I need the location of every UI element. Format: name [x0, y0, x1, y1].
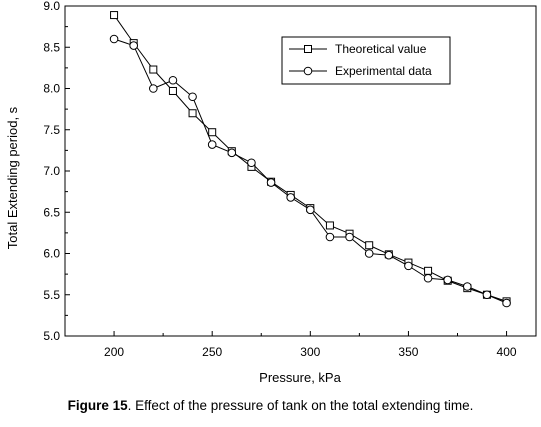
circle-point: [149, 84, 158, 93]
square-point: [365, 241, 374, 250]
y-tick-label: 5.5: [43, 288, 60, 302]
x-tick-label: 200: [104, 345, 124, 359]
y-tick-label: 5.0: [43, 329, 60, 343]
y-tick-label: 6.5: [43, 205, 60, 219]
circle-point: [443, 275, 452, 285]
circle-point: [502, 298, 511, 308]
legend-square-marker: [304, 45, 312, 53]
circle-point: [129, 41, 138, 50]
circle-point: [423, 273, 433, 283]
circle-point: [482, 290, 492, 300]
square-point: [424, 266, 433, 275]
legend-label: Experimental data: [335, 64, 432, 78]
circle-point: [207, 140, 217, 149]
circle-point: [364, 249, 374, 258]
caption-text: . Effect of the pressure of tank on the …: [127, 398, 474, 413]
square-point: [188, 109, 197, 118]
square-point: [325, 221, 334, 230]
y-tick-label: 8.0: [43, 82, 60, 96]
circle-point: [325, 232, 335, 242]
legend: Theoretical value Experimental data: [281, 36, 451, 85]
square-point: [168, 86, 177, 95]
circle-point: [247, 158, 256, 168]
legend-circle-marker: [303, 66, 313, 76]
figure-caption: Figure 15. Effect of the pressure of tan…: [0, 398, 541, 413]
square-point: [149, 65, 158, 74]
x-tick-label: 250: [202, 345, 222, 359]
x-tick-label: 300: [300, 345, 320, 359]
square-point: [208, 128, 217, 137]
circle-point: [227, 148, 237, 158]
x-tick-label: 350: [398, 345, 418, 359]
circle-point: [345, 232, 354, 242]
circle-point: [404, 261, 413, 271]
series-layer: [109, 11, 511, 308]
circle-point: [463, 282, 472, 291]
y-tick-label: 6.0: [43, 247, 60, 261]
circle-point: [109, 34, 119, 44]
y-tick-label: 7.5: [43, 123, 60, 137]
y-axis-ticks: 5.0 5.5 6.0 6.5 7.0 7.5 8.0 8.5 9.0: [43, 0, 70, 343]
y-axis-title: Total Extending period, s: [5, 106, 20, 249]
y-tick-label: 9.0: [43, 0, 60, 13]
y-tick-label: 7.0: [43, 164, 60, 178]
circle-point: [266, 178, 276, 187]
x-tick-label: 400: [497, 345, 517, 359]
circle-point: [188, 92, 197, 102]
square-point: [110, 11, 119, 20]
x-axis-title: Pressure, kPa: [259, 370, 341, 385]
series-2: [109, 34, 511, 308]
circle-point: [286, 193, 295, 202]
circle-point: [306, 205, 315, 215]
caption-label: Figure 15: [67, 398, 128, 413]
circle-point: [384, 250, 394, 260]
circle-point: [168, 75, 178, 85]
line-chart: 5.0 5.5 6.0 6.5 7.0 7.5 8.0 8.5 9.0 200 250 300 350…: [5, 0, 537, 385]
y-tick-label: 8.5: [43, 40, 60, 54]
x-axis-ticks: 200 250 300 350 400: [104, 331, 517, 359]
legend-box: [281, 36, 451, 85]
legend-label: Theoretical value: [335, 42, 427, 56]
